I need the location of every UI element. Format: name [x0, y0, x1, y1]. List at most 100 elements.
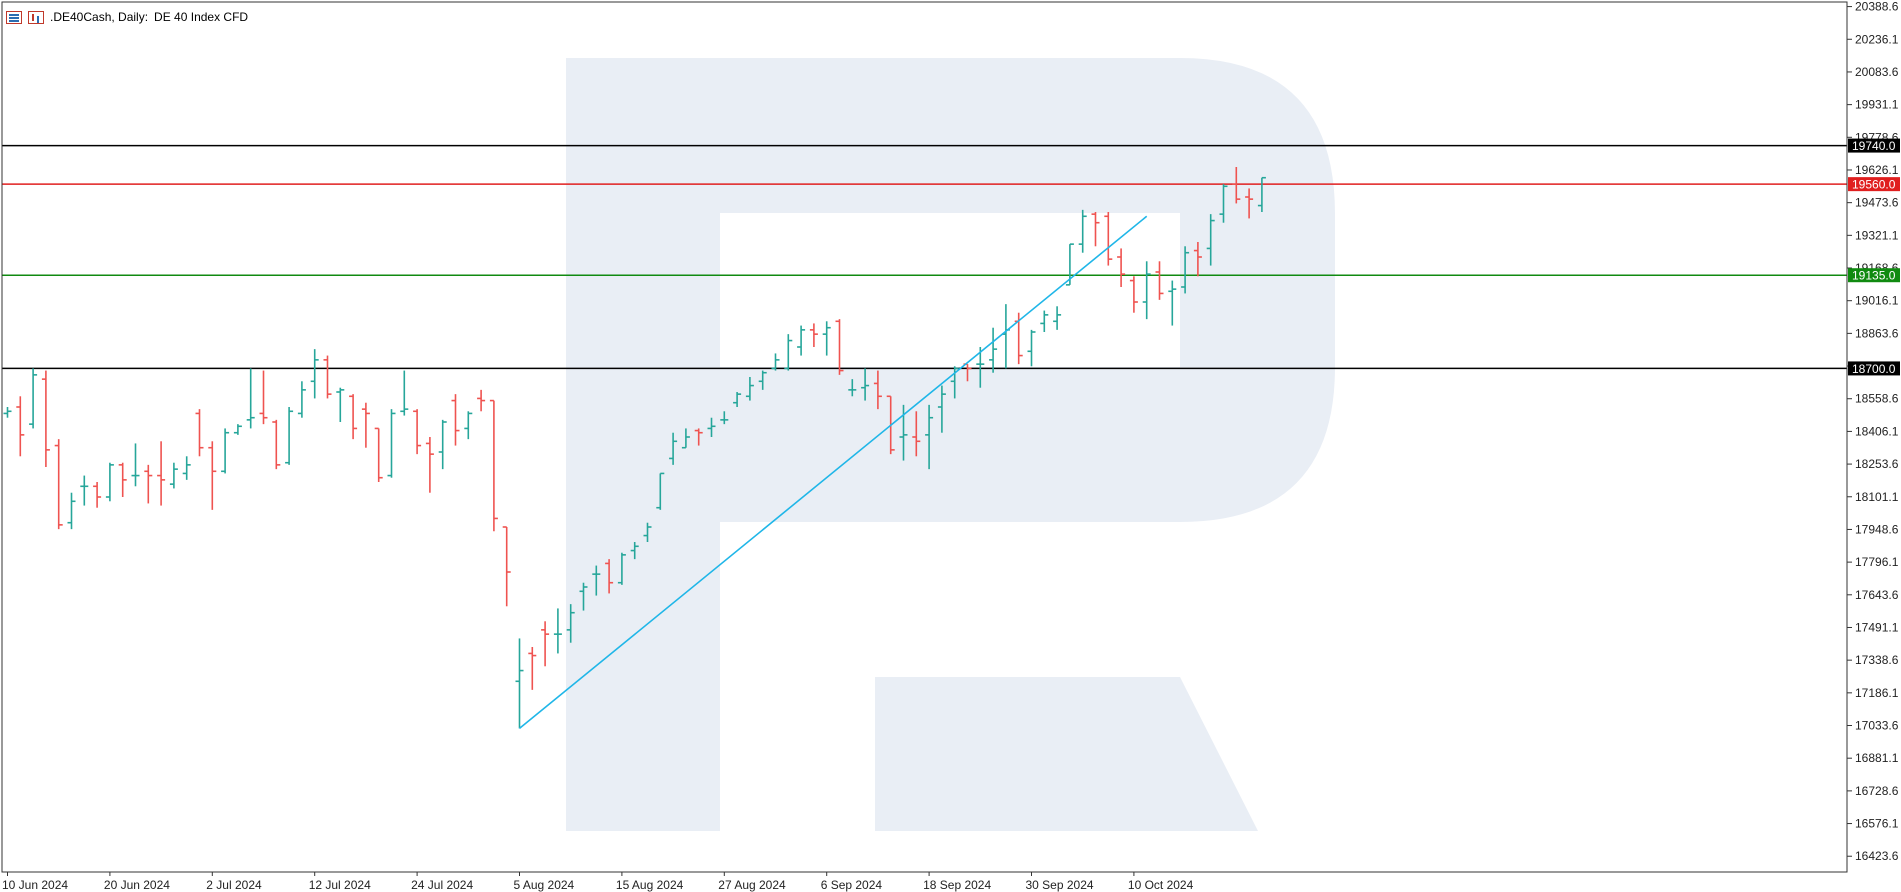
level-label-0: 19740.0	[1848, 138, 1900, 153]
y-tick-label: 17338.6	[1855, 653, 1899, 667]
ohlc-bar	[1232, 167, 1241, 204]
ohlc-bar	[297, 381, 306, 418]
ohlc-bar	[835, 319, 844, 375]
ohlc-bar	[605, 559, 614, 594]
ohlc-bar	[41, 370, 50, 467]
x-tick-label: 20 Jun 2024	[104, 878, 170, 892]
symbol-description: DE 40 Index CFD	[154, 10, 249, 24]
ohlc-bar	[29, 368, 38, 429]
level-label-bg	[1848, 268, 1900, 283]
ohlc-bar	[361, 402, 370, 448]
ohlc-bar	[1129, 276, 1138, 313]
ohlc-bar	[694, 428, 703, 446]
y-tick-label: 19626.1	[1855, 163, 1899, 177]
level-label-text: 19560.0	[1852, 178, 1896, 192]
price-axis: 20388.620236.120083.619931.119778.619626…	[1847, 0, 1899, 863]
ohlc-bar	[1168, 280, 1177, 326]
ohlc-bar	[374, 427, 383, 482]
ohlc-bar	[1078, 209, 1087, 253]
ohlc-bar	[310, 349, 319, 399]
y-tick-label: 17796.1	[1855, 555, 1899, 569]
y-tick-label: 19473.6	[1855, 196, 1899, 210]
ohlc-bar	[1142, 261, 1151, 320]
ohlc-bar	[1027, 329, 1036, 367]
ohlc-bar	[349, 394, 358, 440]
ohlc-bar	[1257, 176, 1266, 212]
x-tick-label: 30 Sep 2024	[1026, 878, 1094, 892]
ohlc-bar	[80, 475, 89, 506]
ohlc-bar	[3, 407, 12, 418]
ohlc-bar	[489, 399, 498, 532]
watermark-shape	[566, 58, 1335, 831]
ohlc-bar	[976, 347, 985, 388]
ohlc-bar	[464, 411, 473, 440]
ohlc-bar	[131, 443, 140, 487]
ohlc-bar	[221, 428, 230, 474]
y-tick-label: 16728.6	[1855, 784, 1899, 798]
ohlc-bar	[873, 370, 882, 410]
ohlc-bar	[541, 621, 550, 667]
x-tick-label: 6 Sep 2024	[821, 878, 883, 892]
ohlc-bar	[16, 396, 25, 457]
level-label-bg	[1848, 177, 1900, 192]
ohlc-bar	[681, 428, 690, 449]
ohlc-bar	[246, 368, 255, 429]
ohlc-bar	[925, 404, 934, 470]
ohlc-bar	[233, 424, 242, 435]
ohlc-bar	[93, 482, 102, 508]
ohlc-bar	[323, 355, 332, 399]
ohlc-bar	[272, 419, 281, 470]
level-label-text: 19135.0	[1852, 269, 1896, 283]
ohlc-bar	[1053, 306, 1062, 330]
ohlc-bar	[745, 377, 754, 401]
price-levels	[2, 144, 1847, 370]
x-tick-label: 5 Aug 2024	[514, 878, 575, 892]
y-tick-label: 16423.6	[1855, 849, 1899, 863]
ohlc-bar	[617, 552, 626, 585]
ohlc-bar	[1181, 246, 1190, 294]
x-tick-label: 10 Oct 2024	[1128, 878, 1194, 892]
level-label-bg	[1848, 138, 1900, 153]
ohlc-bar	[157, 441, 166, 506]
ohlc-bar	[1117, 248, 1126, 287]
y-tick-label: 19321.1	[1855, 228, 1899, 242]
ohlc-bar	[566, 604, 575, 643]
ohlc-bar	[1040, 310, 1049, 332]
y-tick-label: 19931.1	[1855, 98, 1899, 112]
ohlc-bar	[118, 462, 127, 497]
x-tick-label: 10 Jun 2024	[2, 878, 68, 892]
ohlc-bar	[937, 385, 946, 433]
ohlc-bar	[1001, 304, 1010, 369]
ohlc-bar	[912, 411, 921, 457]
level-label-2: 19135.0	[1848, 268, 1900, 283]
ohlc-bar	[169, 462, 178, 489]
y-tick-label: 17186.1	[1855, 686, 1899, 700]
x-tick-label: 27 Aug 2024	[718, 878, 786, 892]
symbol-label: .DE40Cash, Daily:	[50, 10, 149, 24]
y-tick-label: 18558.6	[1855, 392, 1899, 406]
y-tick-label: 17491.1	[1855, 620, 1899, 634]
chart-bars-icon[interactable]	[28, 10, 44, 24]
ohlc-bar	[1193, 242, 1202, 277]
trendline	[518, 215, 1148, 730]
level-label-1: 19560.0	[1848, 177, 1900, 192]
chart-frame	[1, 1, 1848, 873]
ohlc-bar	[400, 370, 409, 416]
ohlc-bar	[477, 389, 486, 412]
bar-list-icon[interactable]	[6, 10, 22, 24]
ohlc-bar	[733, 392, 742, 407]
ohlc-bar	[425, 437, 434, 493]
ohlc-bar	[438, 419, 447, 470]
y-tick-label: 20083.6	[1855, 65, 1899, 79]
ohlc-bar	[195, 409, 204, 457]
ohlc-bar	[797, 325, 806, 356]
ohlc-bars	[3, 167, 1266, 729]
ohlc-bar	[707, 417, 716, 437]
level-label-bg	[1848, 361, 1900, 376]
x-tick-label: 15 Aug 2024	[616, 878, 684, 892]
level-label-text: 19740.0	[1852, 139, 1896, 153]
ohlc-bar	[67, 492, 76, 530]
ohlc-bar	[950, 366, 959, 399]
trendline-segment	[518, 215, 1148, 730]
